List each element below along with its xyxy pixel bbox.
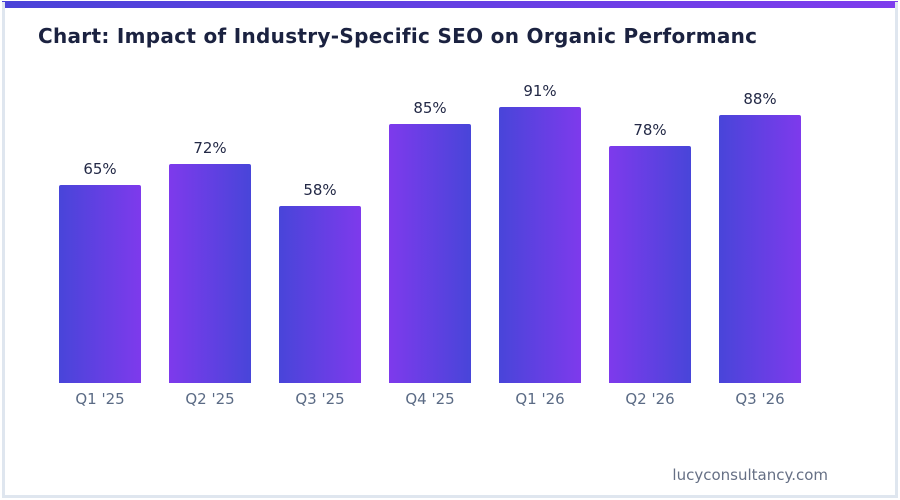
- x-axis-label: Q3 '26: [735, 390, 785, 408]
- x-axis-label: Q3 '25: [295, 390, 345, 408]
- x-axis-label: Q1 '25: [75, 390, 125, 408]
- bar-value-label: 58%: [303, 181, 337, 199]
- bar-value-label: 85%: [413, 99, 447, 117]
- bar: [719, 115, 801, 383]
- x-axis-label: Q2 '25: [185, 390, 235, 408]
- bar-value-label: 78%: [633, 121, 667, 139]
- x-axis-label: Q4 '25: [405, 390, 455, 408]
- bar: [499, 107, 581, 383]
- bar: [279, 206, 361, 383]
- top-accent-strip: [2, 1, 898, 8]
- x-axis-label: Q1 '26: [515, 390, 565, 408]
- x-axis-label: Q2 '26: [625, 390, 675, 408]
- bar: [389, 124, 471, 383]
- bar-group: 65% Q1 '25: [45, 82, 155, 408]
- bar-group: 72% Q2 '25: [155, 82, 265, 408]
- bar-group: 58% Q3 '25: [265, 82, 375, 408]
- chart-title: Chart: Impact of Industry-Specific SEO o…: [38, 24, 758, 48]
- bar-chart: 65% Q1 '25 72% Q2 '25 58% Q3 '25 85% Q4 '25 91% Q…: [45, 82, 815, 408]
- bar-group: 91% Q1 '26: [485, 82, 595, 408]
- footer-watermark: lucyconsultancy.com: [672, 466, 828, 484]
- bar: [609, 146, 691, 383]
- bar-value-label: 88%: [743, 90, 777, 108]
- bar-group: 78% Q2 '26: [595, 82, 705, 408]
- bar-group: 85% Q4 '25: [375, 82, 485, 408]
- bar-value-label: 91%: [523, 82, 557, 100]
- bar-value-label: 72%: [193, 139, 227, 157]
- bar: [59, 185, 141, 383]
- bar: [169, 164, 251, 383]
- bar-value-label: 65%: [83, 160, 117, 178]
- bar-group: 88% Q3 '26: [705, 82, 815, 408]
